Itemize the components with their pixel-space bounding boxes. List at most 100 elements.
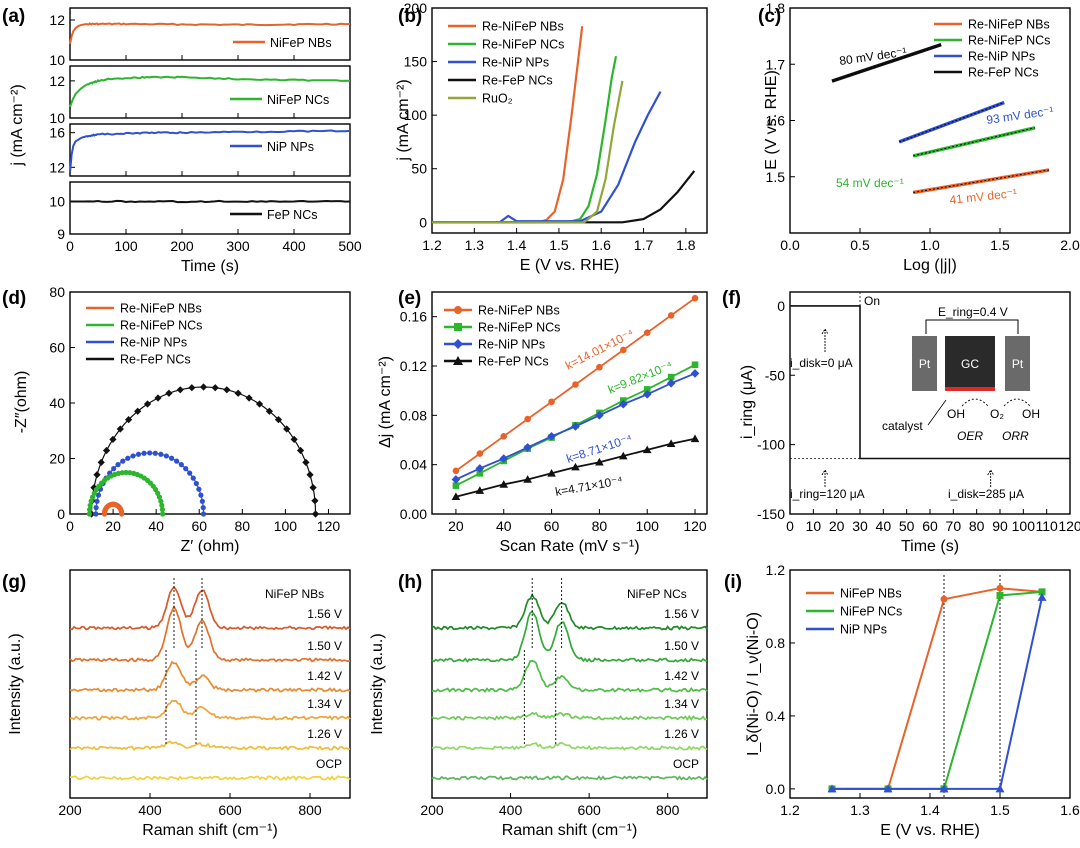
- e-point: [475, 486, 485, 494]
- a-legend-label: FeP NCs: [267, 208, 317, 222]
- g-series-label: 1.34 V: [307, 697, 342, 711]
- d-point: [97, 458, 105, 466]
- f-inset-electrode: [1005, 336, 1030, 391]
- d-point: [199, 498, 205, 504]
- a-xtick-label: 200: [170, 238, 194, 254]
- c-xtick-label: 1.0: [920, 237, 940, 253]
- d-point: [156, 494, 163, 500]
- e-point: [523, 443, 532, 452]
- i-point: [996, 592, 1004, 600]
- d-point: [311, 497, 319, 505]
- d-ylabel: -Z″(ohm): [13, 371, 30, 434]
- b-ylabel: j (mA cm⁻²): [395, 79, 412, 161]
- a-series-line: [70, 199, 351, 204]
- d-point: [86, 511, 92, 517]
- a-ytick-label: 12: [49, 12, 65, 28]
- e-point: [571, 462, 580, 471]
- e-annotation: k=4.71×10⁻⁴: [554, 473, 624, 499]
- c-ytick-label: 1.8: [766, 0, 786, 16]
- d-point: [183, 466, 189, 472]
- f-arrow: [987, 469, 995, 487]
- e-point: [475, 464, 485, 473]
- e-legend-label: Re-NiFeP NCs: [478, 321, 560, 335]
- d-point: [130, 453, 136, 459]
- c-series-line: [912, 126, 1036, 158]
- c-xtick-label: 1.5: [990, 237, 1010, 253]
- d-point: [302, 458, 310, 466]
- d-point: [159, 507, 166, 513]
- b-series-line: [432, 80, 624, 224]
- d-series-line: [90, 386, 317, 515]
- f-xtick-label: 120: [1058, 518, 1080, 534]
- a-ytick-label: 10: [49, 110, 65, 126]
- d-ytick-label: 20: [49, 451, 65, 467]
- g-panel-label: (g): [2, 572, 26, 593]
- f-xtick-label: 0: [786, 518, 794, 534]
- f-inset-electrode: [912, 336, 937, 391]
- h-series-line: [431, 660, 708, 693]
- e-point: [690, 369, 700, 378]
- e-legend-marker: [454, 323, 462, 331]
- e-ytick-label: 0.08: [400, 407, 427, 423]
- e-point: [523, 475, 532, 483]
- e-point: [643, 386, 651, 393]
- d-legend-label: Re-NiFeP NBs: [120, 302, 202, 316]
- e-xtick-label: 100: [636, 518, 660, 534]
- d-point: [160, 511, 166, 517]
- e-panel-label: (e): [398, 288, 421, 309]
- c-xtick-label: 2.0: [1060, 237, 1080, 253]
- f-inset-arrow: [1003, 398, 1031, 407]
- e-xtick-label: 20: [448, 518, 464, 534]
- e-xtick-label: 80: [592, 518, 608, 534]
- h-xtick-label: 800: [656, 802, 680, 818]
- e-point: [595, 457, 604, 466]
- d-point: [125, 455, 131, 461]
- e-point: [620, 346, 627, 354]
- d-xtick-label: 60: [191, 518, 207, 534]
- h-series-label: 1.50 V: [664, 639, 699, 653]
- h-series-label: 1.26 V: [664, 727, 699, 741]
- d-point: [152, 450, 158, 456]
- d-point: [188, 384, 196, 392]
- e-point: [572, 381, 579, 388]
- h-series-label: OCP: [673, 757, 699, 771]
- g-xlabel: Raman shift (cm⁻¹): [142, 822, 278, 839]
- d-point: [143, 400, 152, 408]
- d-series-line: [88, 471, 164, 514]
- i-xtick-label: 1.3: [850, 802, 870, 818]
- e-ytick-label: 0.12: [400, 358, 427, 374]
- i-legend-label: NiFeP NCs: [840, 605, 902, 619]
- e-point: [642, 445, 652, 454]
- f-inset-label: OH: [1022, 407, 1040, 421]
- g-series-line: [69, 699, 351, 721]
- h-sample-label: NiFeP NCs: [627, 587, 687, 601]
- g-series-label: 1.50 V: [307, 639, 342, 653]
- g-sample-label: NiFeP NBs: [265, 587, 324, 601]
- i-point: [996, 584, 1004, 592]
- c-ytick-label: 1.7: [766, 56, 786, 72]
- d-point: [311, 510, 320, 518]
- a-ytick-label: 10: [49, 52, 65, 68]
- f-inset-label: ORR: [1002, 429, 1029, 443]
- e-legend-label: Re-NiP NPs: [478, 338, 545, 352]
- b-xtick-label: 1.2: [422, 237, 442, 253]
- a-legend-label: NiFeP NBs: [270, 36, 332, 50]
- b-panel-label: (b): [398, 6, 422, 27]
- e-point: [596, 363, 603, 371]
- b-legend-label: Re-NiFeP NBs: [482, 20, 564, 34]
- d-point: [290, 435, 298, 443]
- a-ytick-label: 16: [49, 125, 65, 141]
- i-panel-label: (i): [724, 572, 742, 593]
- g-series-label: OCP: [316, 757, 342, 771]
- d-ytick-label: 40: [49, 395, 65, 411]
- e-point: [667, 312, 675, 319]
- e-ytick-label: 0.16: [400, 309, 427, 325]
- h-panel-label: (h): [398, 572, 422, 593]
- e-point: [500, 433, 508, 440]
- c-ytick-label: 1.6: [766, 113, 786, 129]
- i-point: [827, 784, 837, 793]
- e-point: [476, 470, 484, 477]
- d-xtick-label: 100: [274, 518, 298, 534]
- g-series-label: 1.56 V: [307, 607, 342, 621]
- i-ytick-label: 1.2: [766, 562, 786, 578]
